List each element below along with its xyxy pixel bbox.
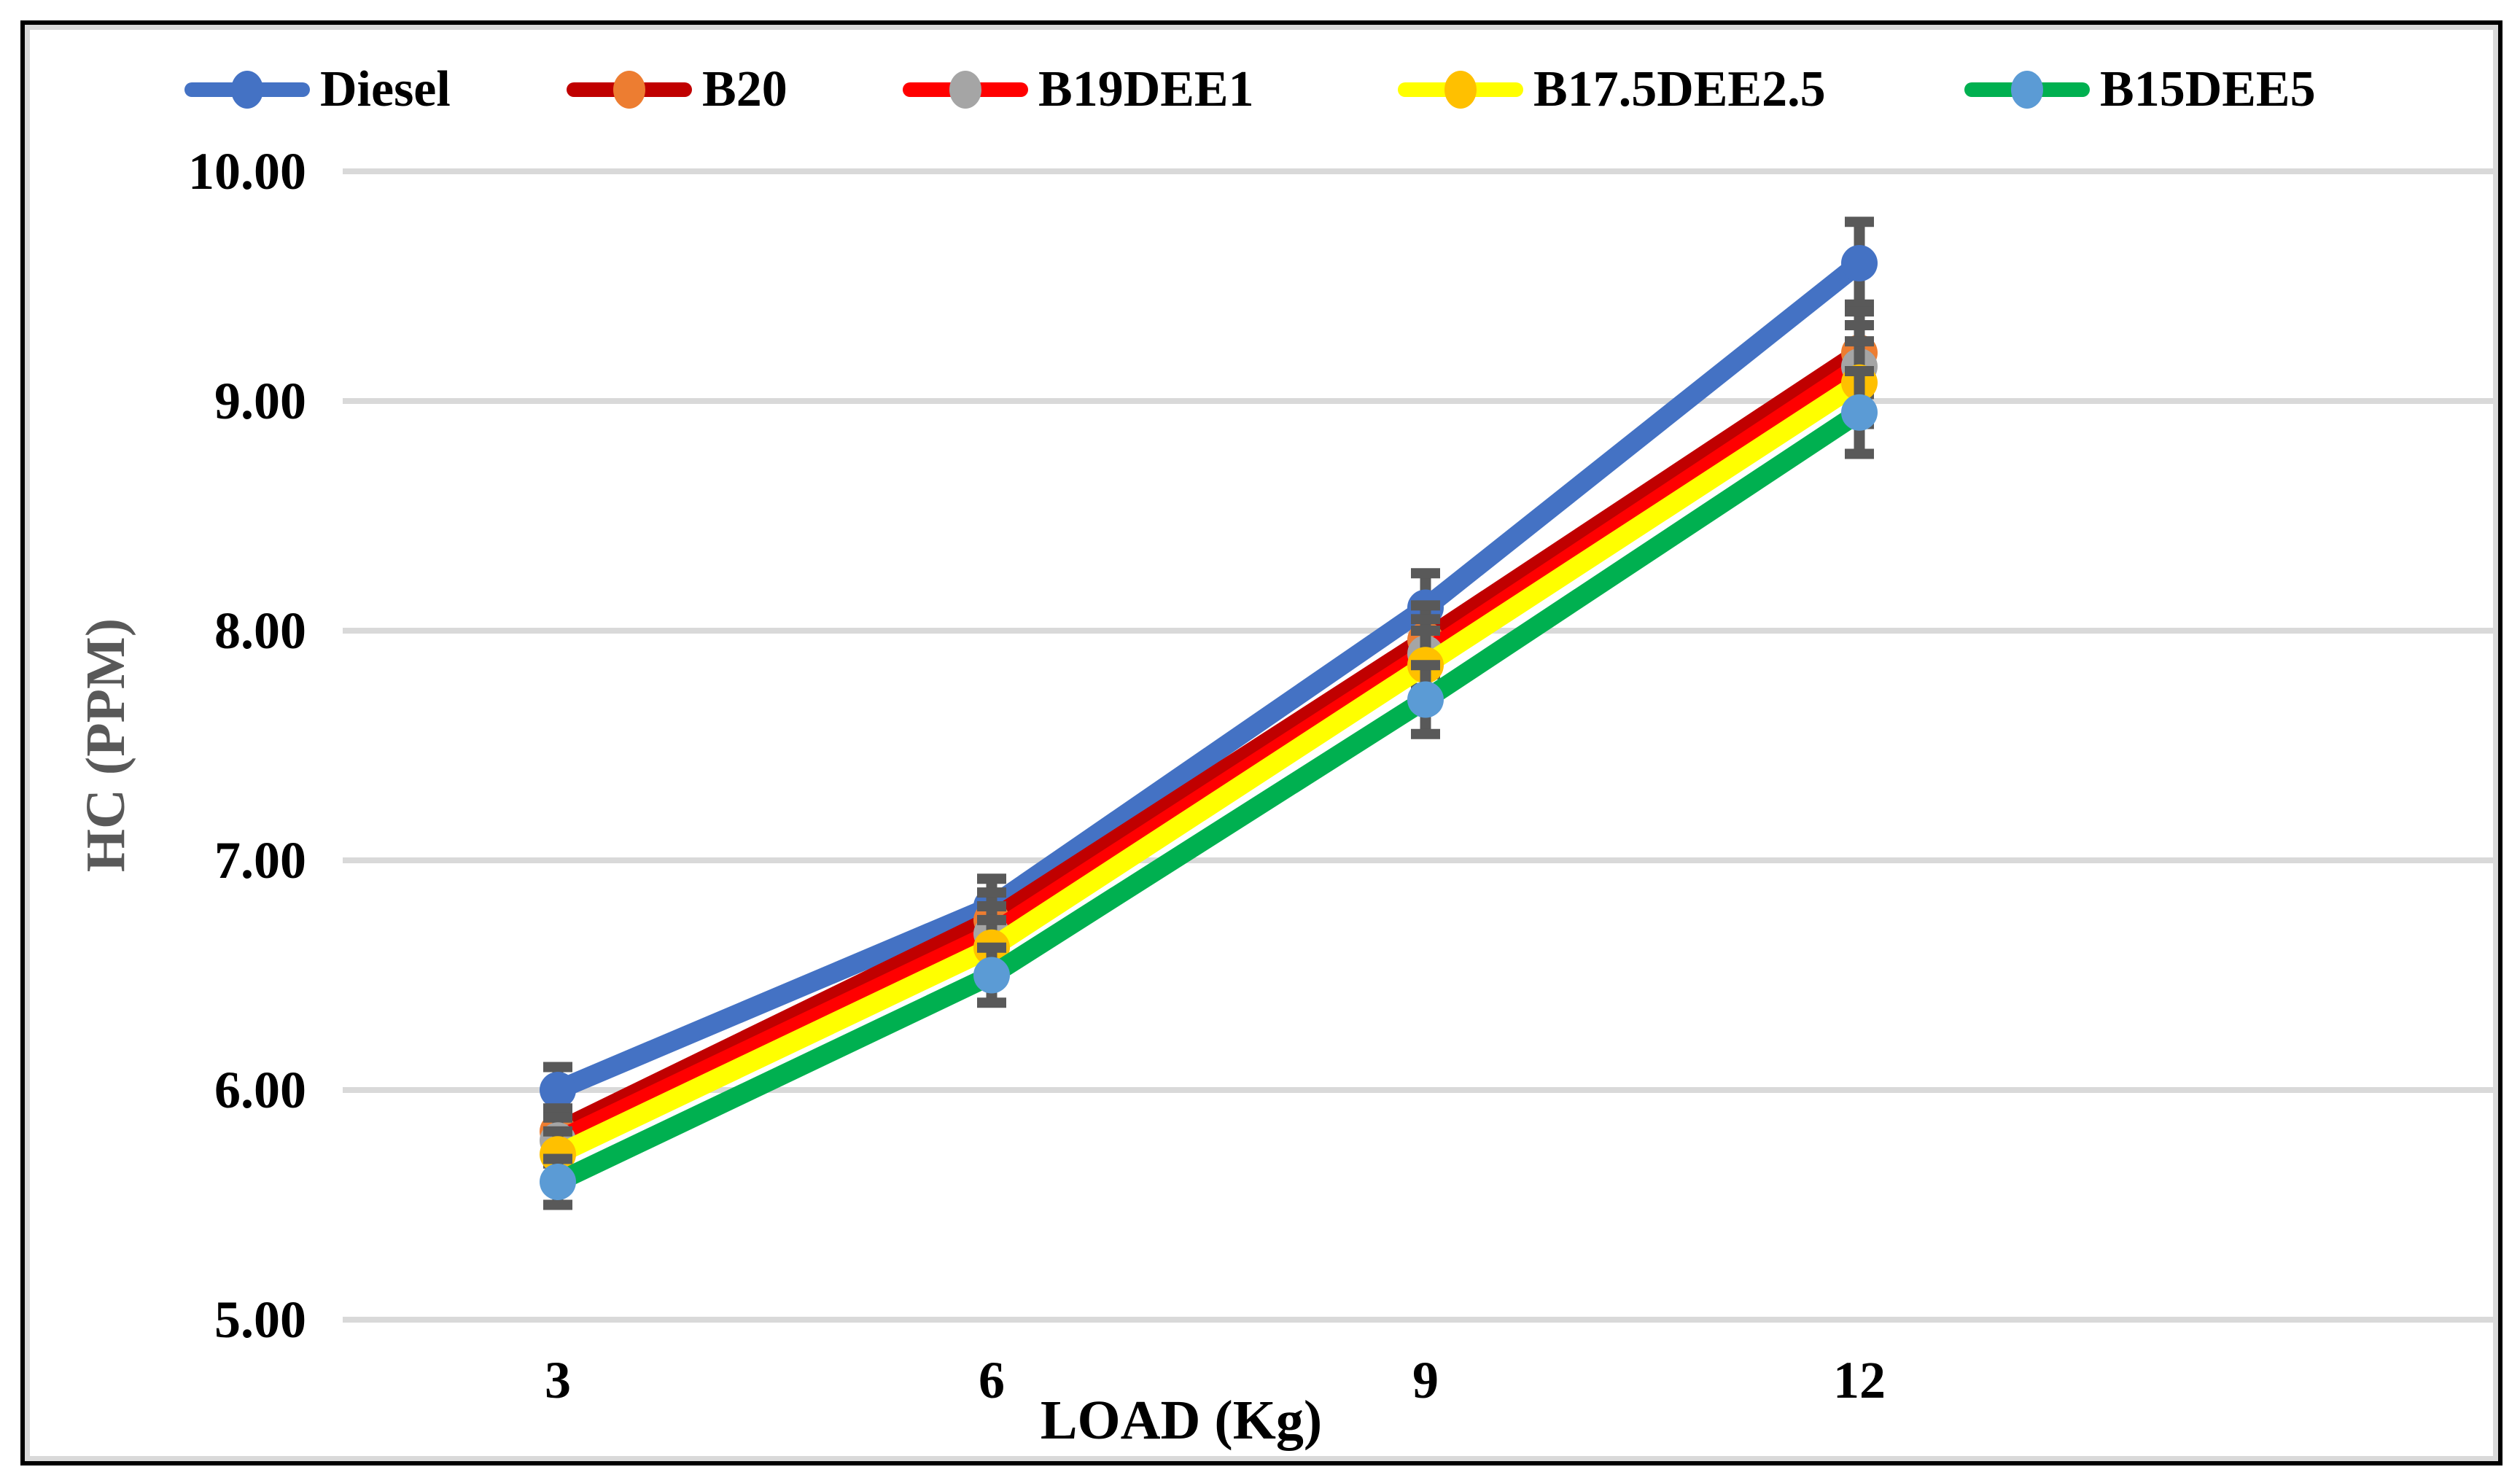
legend-swatch-icon (567, 55, 692, 125)
series-line-B20 (548, 343, 1870, 1142)
series-marker-B15DEE5 (1841, 394, 1878, 431)
x-axis-title: LOAD (Kg) (1040, 1390, 1323, 1451)
series-marker-Diesel (1841, 245, 1878, 281)
y-tick-label: 5.00 (214, 1291, 306, 1349)
x-tick-label: 3 (545, 1351, 571, 1409)
y-tick-label: 9.00 (214, 372, 306, 430)
legend: Diesel B20 B19DEE1 B17.5DEE2.5 B15DEE5 (0, 0, 2520, 182)
y-tick-label: 10.00 (188, 142, 306, 201)
legend-marker-icon (2011, 71, 2043, 109)
legend-label: B20 (702, 61, 788, 117)
series-marker-Diesel (540, 1072, 576, 1108)
legend-label: Diesel (320, 61, 451, 117)
chart-area-border (25, 25, 2498, 1461)
series-marker-B15DEE5 (1407, 681, 1444, 718)
legend-label: B17.5DEE2.5 (1533, 61, 1826, 117)
y-tick-label: 8.00 (214, 602, 306, 660)
series-line-B19DEE1 (548, 357, 1870, 1151)
legend-marker-icon (1444, 71, 1477, 109)
legend-item-B17.5DEE2.5: B17.5DEE2.5 (1398, 55, 1826, 125)
x-tick-label: 12 (1833, 1351, 1886, 1409)
y-tick-label: 6.00 (214, 1061, 306, 1119)
legend-item-B20: B20 (567, 55, 788, 125)
legend-item-B19DEE1: B19DEE1 (903, 55, 1254, 125)
x-tick-label: 9 (1412, 1351, 1439, 1409)
series-line-B15DEE5 (548, 402, 1870, 1192)
figure-border (20, 20, 2502, 1466)
legend-label: B19DEE1 (1038, 61, 1254, 117)
y-axis-title: HC (PPM) (75, 618, 136, 873)
legend-marker-icon (231, 71, 263, 109)
legend-swatch-icon (184, 55, 310, 125)
x-tick-label: 6 (979, 1351, 1005, 1409)
legend-marker-icon (613, 71, 645, 109)
series-line-B17.5DEE2.5 (548, 373, 1870, 1164)
series-marker-B15DEE5 (540, 1164, 576, 1200)
series-line-Diesel (548, 253, 1870, 1100)
legend-marker-icon (949, 71, 981, 109)
legend-item-Diesel: Diesel (184, 55, 451, 125)
legend-swatch-icon (1398, 55, 1523, 125)
legend-swatch-icon (903, 55, 1028, 125)
series-marker-B15DEE5 (973, 957, 1010, 994)
legend-label: B15DEE5 (2100, 61, 2316, 117)
legend-swatch-icon (1964, 55, 2090, 125)
legend-item-B15DEE5: B15DEE5 (1964, 55, 2316, 125)
y-tick-label: 7.00 (214, 831, 306, 890)
